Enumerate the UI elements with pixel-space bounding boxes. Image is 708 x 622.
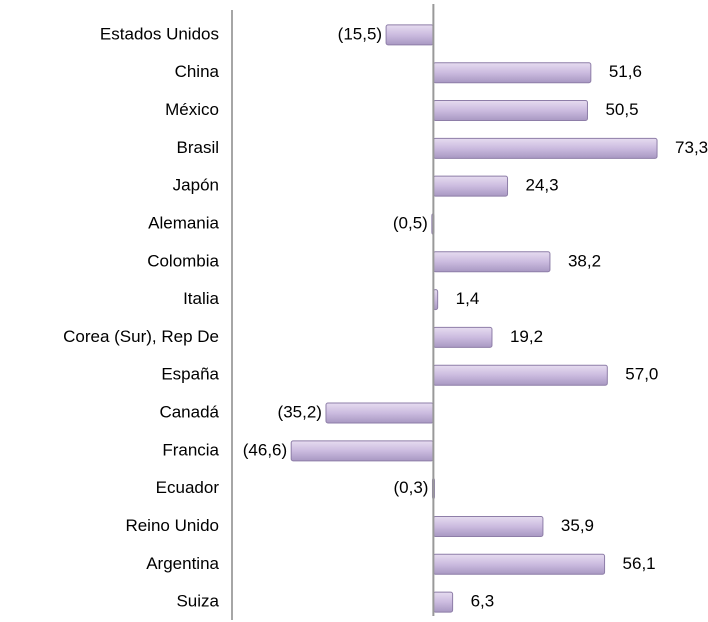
data-label: 6,3: [471, 592, 495, 611]
bar: [432, 515, 544, 537]
data-label: 50,5: [605, 100, 638, 119]
bar: [432, 100, 588, 122]
data-label: 35,9: [561, 516, 594, 535]
data-label: 73,3: [675, 138, 708, 157]
data-label: (46,6): [243, 440, 287, 459]
y-tick-label: Colombia: [147, 251, 219, 270]
data-label: (35,2): [278, 403, 322, 422]
bar: [432, 553, 606, 575]
bar: [385, 24, 434, 46]
data-label: 57,0: [625, 365, 658, 384]
data-label: 19,2: [510, 327, 543, 346]
y-tick-label: Canadá: [159, 403, 219, 422]
data-label: (15,5): [338, 24, 382, 43]
data-label: 51,6: [609, 62, 642, 81]
y-tick-label: Italia: [183, 289, 219, 308]
y-tick-label: China: [175, 62, 220, 81]
data-label: 1,4: [456, 289, 480, 308]
bar: [290, 440, 434, 462]
bar: [432, 62, 592, 84]
data-label: 38,2: [568, 251, 601, 270]
bar: [325, 402, 434, 424]
y-tick-label: Francia: [162, 440, 219, 459]
bar: [432, 591, 454, 613]
bar: [432, 364, 608, 386]
bar: [432, 137, 658, 159]
y-tick-label: Argentina: [146, 554, 219, 573]
y-tick-label: México: [165, 100, 219, 119]
y-tick-label: Corea (Sur), Rep De: [63, 327, 219, 346]
bar: [432, 175, 509, 197]
y-tick-label: Brasil: [176, 138, 219, 157]
data-label: 56,1: [623, 554, 656, 573]
y-tick-label: España: [161, 365, 219, 384]
data-label: (0,3): [394, 478, 429, 497]
y-tick-label: Japón: [173, 176, 219, 195]
data-label: (0,5): [393, 213, 428, 232]
y-tick-label: Reino Unido: [125, 516, 219, 535]
y-tick-label: Alemania: [148, 213, 219, 232]
y-tick-label: Suiza: [176, 592, 219, 611]
data-label: 24,3: [526, 176, 559, 195]
y-tick-label: Estados Unidos: [100, 24, 219, 43]
y-tick-label: Ecuador: [156, 478, 220, 497]
bar: [432, 251, 551, 273]
bar: [432, 326, 493, 348]
